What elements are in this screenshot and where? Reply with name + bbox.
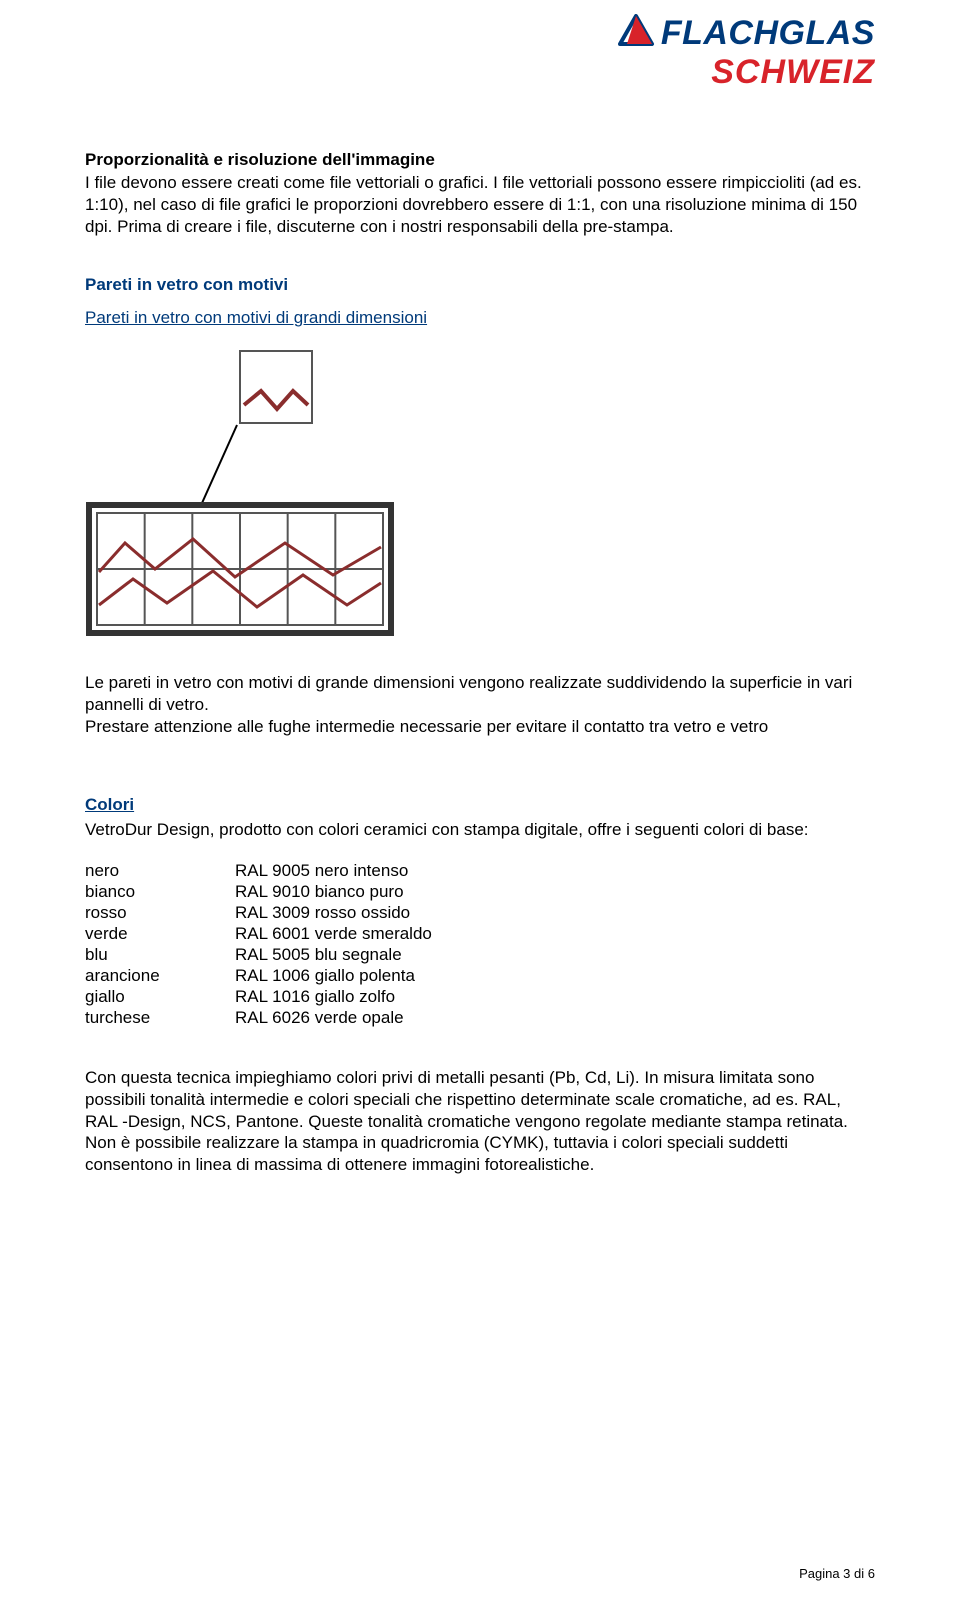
section1-title: Proporzionalità e risoluzione dell'immag… <box>85 150 875 170</box>
color-ral: RAL 1006 giallo polenta <box>235 966 432 987</box>
logo-text-line1: FLACHGLAS <box>661 14 875 53</box>
table-row: gialloRAL 1016 giallo zolfo <box>85 987 432 1008</box>
glass-panels-diagram <box>85 347 875 642</box>
section3-intro: VetroDur Design, prodotto con colori cer… <box>85 819 875 841</box>
color-ral: RAL 9005 nero intenso <box>235 861 432 882</box>
color-ral: RAL 6001 verde smeraldo <box>235 924 432 945</box>
table-row: verdeRAL 6001 verde smeraldo <box>85 924 432 945</box>
table-row: arancioneRAL 1006 giallo polenta <box>85 966 432 987</box>
section2-body2: Prestare attenzione alle fughe intermedi… <box>85 716 875 738</box>
logo-text-line2: SCHWEIZ <box>711 53 875 92</box>
color-ral: RAL 9010 bianco puro <box>235 882 432 903</box>
page-number: Pagina 3 di 6 <box>799 1566 875 1581</box>
color-ral: RAL 5005 blu segnale <box>235 945 432 966</box>
color-name: bianco <box>85 882 235 903</box>
table-row: biancoRAL 9010 bianco puro <box>85 882 432 903</box>
section2-subtitle: Pareti in vetro con motivi di grandi dim… <box>85 308 427 327</box>
color-name: giallo <box>85 987 235 1008</box>
section3-footnote: Con questa tecnica impieghiamo colori pr… <box>85 1067 875 1176</box>
color-ral: RAL 1016 giallo zolfo <box>235 987 432 1008</box>
color-ral: RAL 3009 rosso ossido <box>235 903 432 924</box>
color-name: rosso <box>85 903 235 924</box>
page-content: Proporzionalità e risoluzione dell'immag… <box>85 150 875 1176</box>
section2-body1: Le pareti in vetro con motivi di grande … <box>85 672 875 716</box>
color-name: blu <box>85 945 235 966</box>
logo-triangle-icon <box>617 14 655 53</box>
section3-title: Colori <box>85 795 875 815</box>
color-name: arancione <box>85 966 235 987</box>
section1-body: I file devono essere creati come file ve… <box>85 172 875 237</box>
color-name: nero <box>85 861 235 882</box>
table-row: bluRAL 5005 blu segnale <box>85 945 432 966</box>
color-ral: RAL 6026 verde opale <box>235 1008 432 1029</box>
table-row: turcheseRAL 6026 verde opale <box>85 1008 432 1029</box>
section2-title: Pareti in vetro con motivi <box>85 275 875 295</box>
brand-logo: FLACHGLAS SCHWEIZ <box>617 14 875 92</box>
table-row: rossoRAL 3009 rosso ossido <box>85 903 432 924</box>
table-row: neroRAL 9005 nero intenso <box>85 861 432 882</box>
color-name: turchese <box>85 1008 235 1029</box>
color-name: verde <box>85 924 235 945</box>
color-table: neroRAL 9005 nero intenso biancoRAL 9010… <box>85 861 432 1029</box>
